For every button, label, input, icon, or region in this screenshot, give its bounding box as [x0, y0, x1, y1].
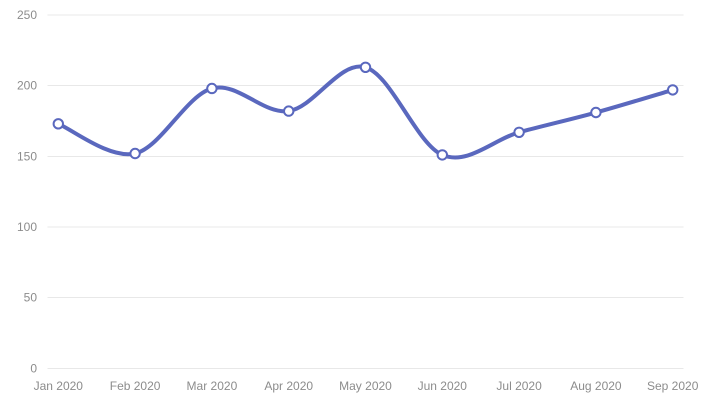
x-axis-tick-label: Aug 2020 [570, 379, 622, 393]
y-axis-tick-label: 0 [30, 361, 37, 375]
x-axis-tick-label: Feb 2020 [110, 379, 161, 393]
data-point-marker[interactable] [513, 126, 525, 138]
y-axis-tick-label: 250 [17, 8, 37, 22]
data-point-marker[interactable] [667, 84, 679, 96]
data-point-marker[interactable] [436, 149, 448, 161]
series-line-path [56, 64, 675, 160]
x-axis-tick-label: Jun 2020 [418, 379, 468, 393]
x-axis-tick-label: May 2020 [339, 379, 392, 393]
data-point-marker[interactable] [590, 106, 602, 119]
x-axis-tick-label: Jan 2020 [34, 379, 84, 393]
data-point-marker[interactable] [52, 118, 64, 130]
y-axis-tick-label: 150 [17, 149, 37, 163]
x-axis-tick-label: Mar 2020 [187, 379, 238, 393]
data-point-marker[interactable] [206, 82, 218, 95]
data-point-marker[interactable] [129, 147, 141, 160]
y-axis-tick-label: 200 [17, 79, 37, 93]
data-point-marker[interactable] [359, 61, 372, 73]
data-point-marker[interactable] [283, 105, 295, 117]
x-axis-tick-label: Jul 2020 [496, 379, 542, 393]
x-axis-tick-label: Sep 2020 [647, 379, 699, 393]
y-axis-tick-label: 100 [17, 220, 37, 234]
y-axis-tick-label: 50 [24, 291, 38, 305]
x-axis-tick-label: Apr 2020 [264, 379, 313, 393]
